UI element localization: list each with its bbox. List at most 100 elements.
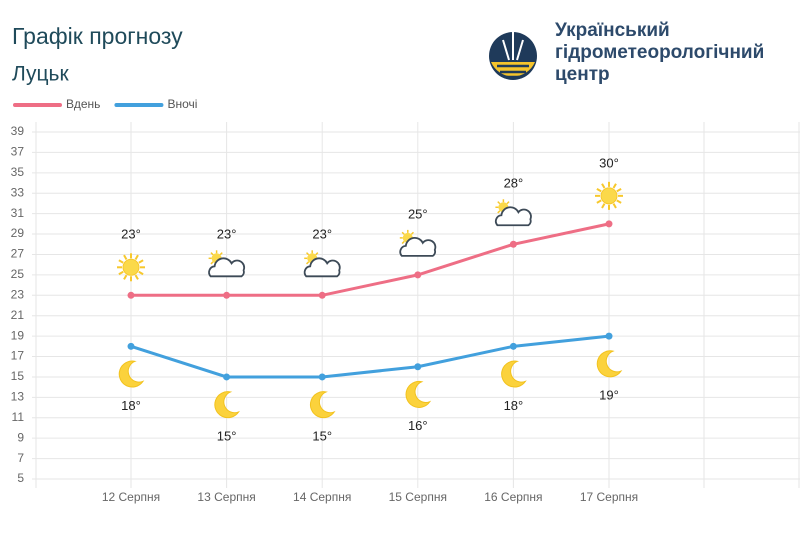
y-tick-label: 15 [11, 369, 25, 383]
sun-ray [306, 261, 310, 265]
data-point [509, 240, 517, 248]
data-label: 23° [217, 227, 237, 242]
sun [600, 187, 618, 205]
data-point [127, 291, 135, 299]
sun-ray [134, 274, 139, 280]
moon [596, 350, 623, 378]
sun-ray [601, 203, 606, 209]
y-tick-label: 37 [11, 145, 25, 159]
y-tick-label: 21 [11, 308, 25, 322]
data-label: 15° [312, 428, 332, 443]
sun-ray [616, 199, 622, 204]
moon [309, 391, 336, 419]
x-tick-label: 12 Серпня [102, 490, 160, 504]
y-tick-label: 31 [11, 206, 25, 220]
y-tick-label: 33 [11, 185, 25, 199]
weather-icon [501, 360, 527, 388]
sun-ray [401, 240, 405, 245]
moon [501, 360, 527, 388]
x-tick-label: 13 Серпня [197, 490, 255, 504]
legend-label: Вдень [66, 97, 100, 111]
moon [118, 360, 145, 388]
weather-icon [214, 391, 240, 419]
sun-ray [219, 252, 223, 256]
sun-ray [123, 274, 128, 280]
data-point [605, 220, 613, 228]
data-point [318, 291, 326, 299]
sun-ray [612, 203, 617, 209]
y-tick-label: 5 [17, 471, 24, 485]
x-tick-label: 17 Серпня [580, 490, 638, 504]
data-point [509, 342, 517, 350]
org-name: гідрометеорологічний [555, 42, 764, 63]
data-label: 16° [408, 418, 428, 433]
data-label: 30° [599, 155, 619, 170]
chart-subtitle: Луцьк [12, 63, 69, 86]
y-tick-label: 39 [11, 124, 25, 138]
data-point [318, 373, 326, 381]
sun-ray [118, 270, 124, 276]
cloud [494, 206, 532, 227]
sun-ray [410, 231, 414, 235]
sun-ray [123, 254, 128, 260]
y-tick-label: 13 [11, 390, 25, 404]
data-point [414, 363, 422, 371]
data-point [223, 373, 231, 381]
y-tick-label: 17 [11, 349, 25, 363]
sun-ray [138, 259, 144, 264]
y-tick-label: 9 [17, 430, 24, 444]
cloud [208, 257, 246, 278]
y-tick-label: 7 [17, 451, 24, 465]
chart-title: Графік прогнозу [12, 23, 183, 49]
data-label: 15° [217, 428, 237, 443]
sun-ray [497, 210, 501, 214]
weather-icon [309, 391, 336, 419]
data-label: 19° [599, 388, 619, 403]
data-point [127, 342, 135, 350]
sun-ray [612, 183, 617, 189]
data-label: 18° [504, 398, 524, 413]
sun-ray [601, 183, 606, 189]
data-label: 18° [121, 398, 141, 413]
data-point [605, 332, 613, 340]
weather-icon [399, 229, 437, 257]
weather-icon [596, 350, 623, 378]
x-tick-label: 14 Серпня [293, 490, 351, 504]
series-line [131, 222, 610, 297]
sun-ray [401, 231, 405, 235]
y-tick-label: 29 [11, 226, 25, 240]
series-line [130, 334, 610, 379]
weather-icon [494, 199, 532, 227]
sun-ray [210, 261, 214, 265]
x-tick-label: 16 Серпня [484, 490, 542, 504]
org-name: центр [555, 64, 610, 85]
moon [405, 380, 432, 408]
data-label: 28° [504, 176, 524, 191]
cloud [399, 237, 437, 257]
data-label: 23° [121, 227, 141, 242]
y-tick-label: 25 [11, 267, 25, 281]
sun-ray [315, 252, 319, 256]
sun-ray [134, 254, 139, 260]
weather-icon [405, 380, 432, 408]
sun-ray [210, 252, 214, 256]
sun-ray [596, 199, 602, 204]
logo [489, 30, 537, 80]
cloud [303, 257, 341, 278]
sun-ray [497, 201, 501, 205]
weather-icon [595, 181, 623, 210]
sun-ray [306, 252, 310, 256]
data-label: 25° [408, 206, 428, 221]
data-label: 23° [312, 227, 332, 242]
weather-icon [303, 250, 341, 278]
y-tick-label: 11 [12, 410, 25, 424]
data-point [414, 271, 422, 279]
legend-label: Вночі [167, 97, 197, 111]
weather-icon [208, 250, 246, 278]
sun-ray [596, 187, 602, 193]
weather-icon [117, 253, 145, 282]
sun-ray [118, 259, 124, 264]
y-tick-label: 27 [11, 247, 25, 261]
data-point [223, 291, 231, 299]
sun-ray [506, 201, 510, 205]
